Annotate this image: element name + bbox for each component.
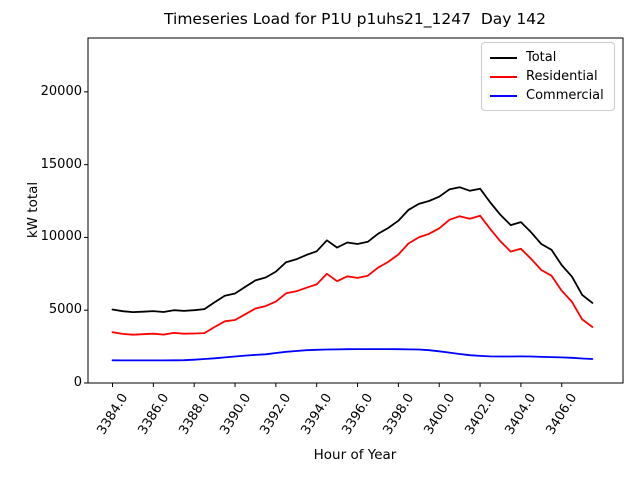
- x-axis-label: Hour of Year: [313, 447, 397, 463]
- legend-line-total-icon: [490, 56, 517, 59]
- legend-label-residential: Residential: [526, 69, 598, 84]
- axes-frame: [87, 37, 624, 384]
- legend: Total Residential Commercial: [481, 42, 615, 111]
- series-line-total: [111, 186, 594, 314]
- legend-entry-commercial: Commercial: [482, 86, 614, 105]
- series-line-commercial: [111, 348, 594, 362]
- y-tick-label: 0: [73, 375, 82, 390]
- legend-line-residential-icon: [490, 75, 517, 78]
- legend-line-commercial-icon: [490, 94, 517, 97]
- legend-entry-residential: Residential: [482, 67, 614, 86]
- legend-label-total: Total: [526, 50, 557, 65]
- y-tick-label: 5000: [48, 302, 82, 318]
- y-tick-label: 15000: [40, 156, 82, 172]
- legend-label-commercial: Commercial: [526, 88, 604, 103]
- y-tick-label: 20000: [40, 83, 82, 99]
- chart-title: Timeseries Load for P1U p1uhs21_1247 Day…: [164, 10, 546, 28]
- legend-entry-total: Total: [482, 48, 614, 67]
- y-tick-label: 10000: [40, 229, 82, 245]
- series-line-residential: [111, 214, 594, 336]
